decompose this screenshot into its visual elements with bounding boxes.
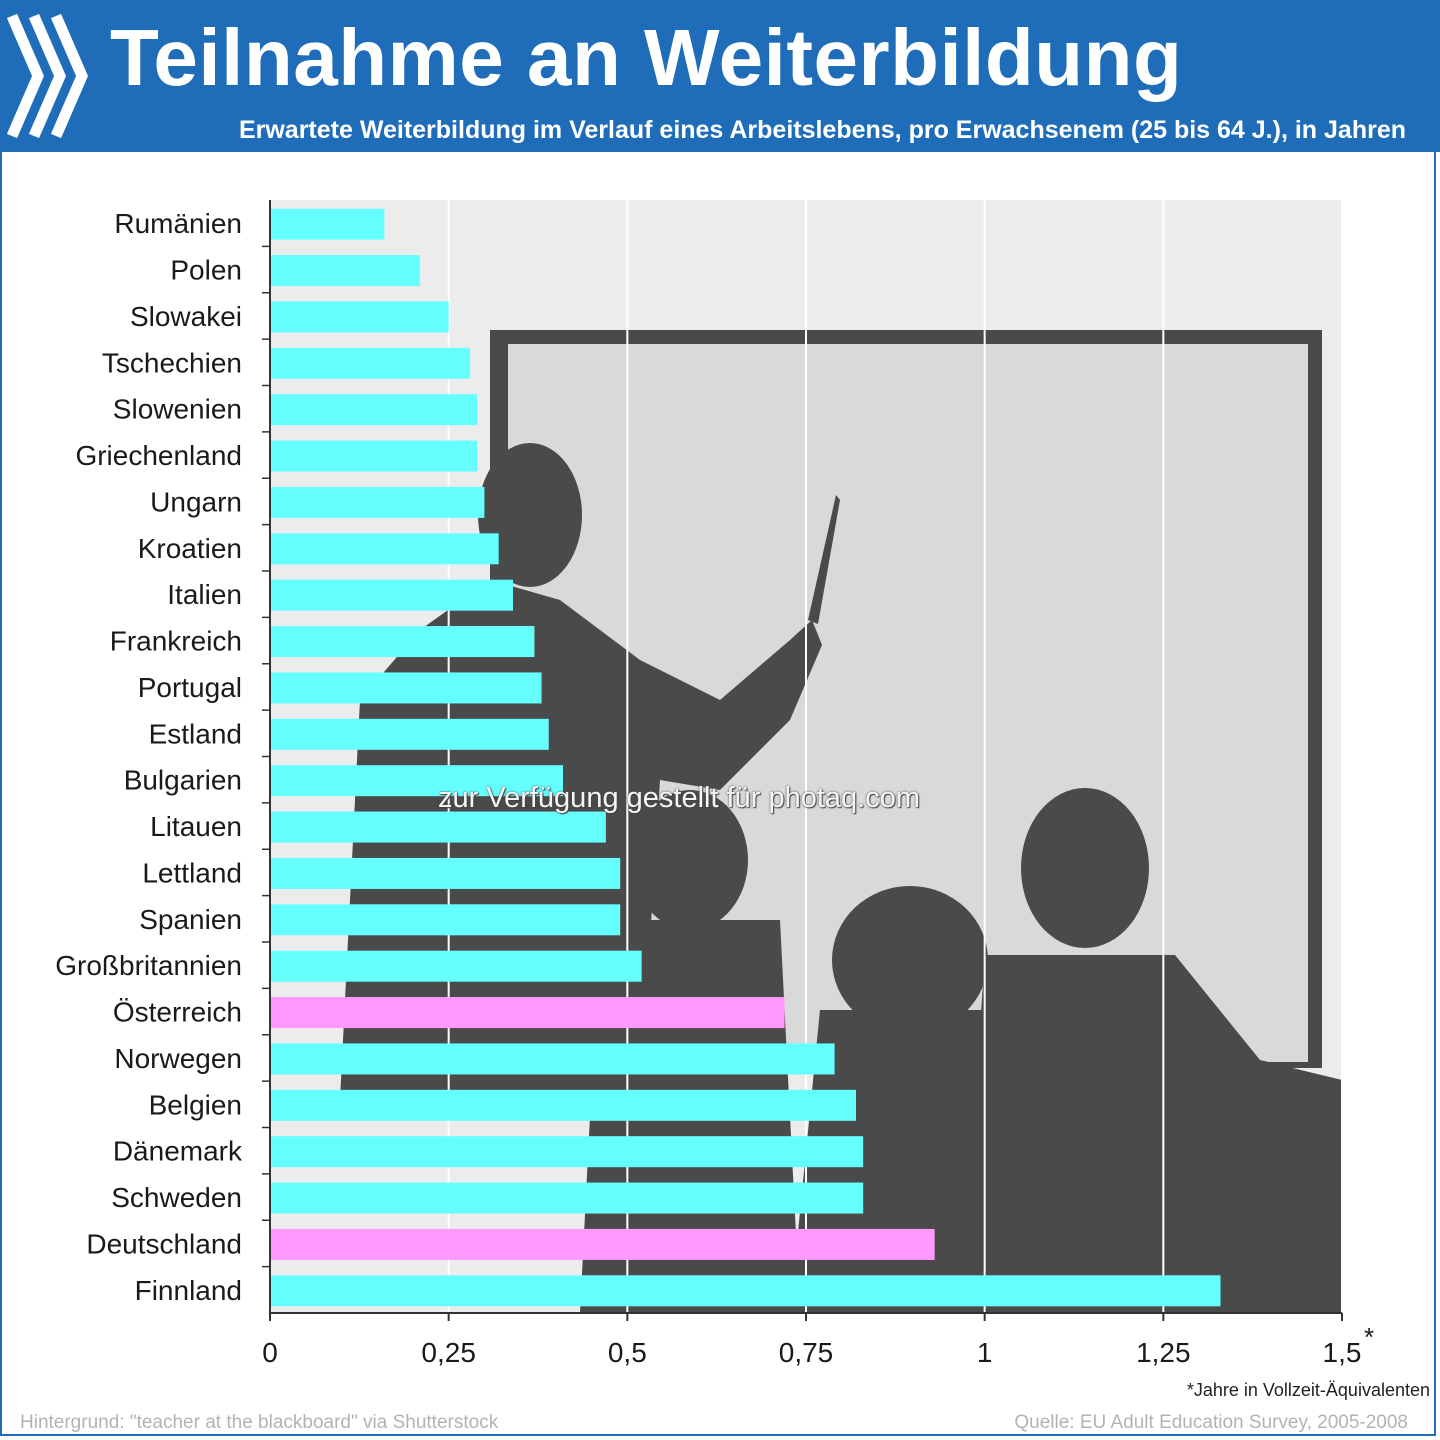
category-label: Italien <box>167 579 242 610</box>
bar-lettland <box>271 857 621 889</box>
bar-polen <box>271 255 421 287</box>
oecd-chevron-logo <box>6 13 88 139</box>
x-tick-label: 1,5 <box>1323 1337 1362 1368</box>
bar-schweden <box>271 1182 864 1214</box>
background-credit: Hintergrund: "teacher at the blackboard"… <box>20 1412 499 1433</box>
category-label: Bulgarien <box>124 765 242 796</box>
category-label: Finnland <box>135 1275 242 1306</box>
bar-großbritannien <box>271 950 642 982</box>
x-tick-label: 1 <box>977 1337 993 1368</box>
category-label: Norwegen <box>114 1043 242 1074</box>
category-label: Litauen <box>150 811 242 842</box>
bar-rumänien <box>271 208 385 240</box>
x-tick-label: 0,25 <box>421 1337 476 1368</box>
category-label: Österreich <box>113 997 242 1028</box>
bar-ungarn <box>271 486 485 518</box>
tick-footnote-marker: * <box>1364 1322 1374 1352</box>
category-label: Slowenien <box>113 394 242 425</box>
category-label: Belgien <box>149 1089 242 1120</box>
category-label: Ungarn <box>150 486 242 517</box>
source-credit: Quelle: EU Adult Education Survey, 2005-… <box>1014 1412 1408 1433</box>
footnote: *Jahre in Vollzeit-Äquivalenten <box>1186 1380 1430 1400</box>
bar-tschechien <box>271 347 471 379</box>
bar-frankreich <box>271 626 535 658</box>
bar-kroatien <box>271 533 499 565</box>
bar-spanien <box>271 904 621 936</box>
bar-slowenien <box>271 394 478 426</box>
chart-subtitle: Erwartete Weiterbildung im Verlauf eines… <box>238 116 1406 144</box>
category-label: Portugal <box>138 672 242 703</box>
category-label: Rumänien <box>114 208 242 239</box>
category-label: Dänemark <box>113 1136 243 1167</box>
bar-bulgarien <box>271 765 564 797</box>
category-label: Deutschland <box>86 1228 242 1259</box>
chart-frame <box>0 152 1436 1436</box>
x-tick-labels: 0 0,25 0,5 0,75 1 1,25 1,5 * <box>262 1313 1374 1368</box>
bar-belgien <box>271 1089 857 1121</box>
bar-griechenland <box>271 440 478 472</box>
category-label: Tschechien <box>102 347 242 378</box>
watermark-text: zur Verfügung gestellt für photaq.com <box>438 782 921 814</box>
bar-litauen <box>271 811 606 843</box>
bar-dänemark <box>271 1136 864 1168</box>
x-tick-label: 0 <box>262 1337 278 1368</box>
x-tick-label: 0,75 <box>779 1337 834 1368</box>
category-labels: Rumänien Polen Slowakei Tschechien Slowenien… <box>55 208 270 1306</box>
bar-deutschland <box>271 1228 935 1260</box>
x-tick-label: 1,25 <box>1136 1337 1191 1368</box>
bar-portugal <box>271 672 542 704</box>
category-label: Großbritannien <box>55 950 242 981</box>
category-label: Polen <box>170 255 242 286</box>
header-banner: Teilnahme an Weiterbildung Erwartete Wei… <box>0 0 1440 152</box>
bar-italien <box>271 579 513 611</box>
category-label: Spanien <box>139 904 242 935</box>
category-label: Griechenland <box>75 440 242 471</box>
category-label: Estland <box>149 718 242 749</box>
category-label: Lettland <box>142 857 242 888</box>
bar-österreich <box>271 997 785 1029</box>
bar-norwegen <box>271 1043 835 1075</box>
category-label: Slowakei <box>130 301 242 332</box>
bar-estland <box>271 718 549 750</box>
category-label: Frankreich <box>110 626 242 657</box>
category-label: Kroatien <box>138 533 242 564</box>
x-tick-label: 0,5 <box>608 1337 647 1368</box>
bar-slowakei <box>271 301 449 333</box>
category-label: Schweden <box>111 1182 242 1213</box>
bars <box>271 208 1221 1307</box>
chart-title: Teilnahme an Weiterbildung <box>110 13 1183 102</box>
bar-finnland <box>271 1275 1221 1307</box>
gridlines <box>447 200 1343 1313</box>
